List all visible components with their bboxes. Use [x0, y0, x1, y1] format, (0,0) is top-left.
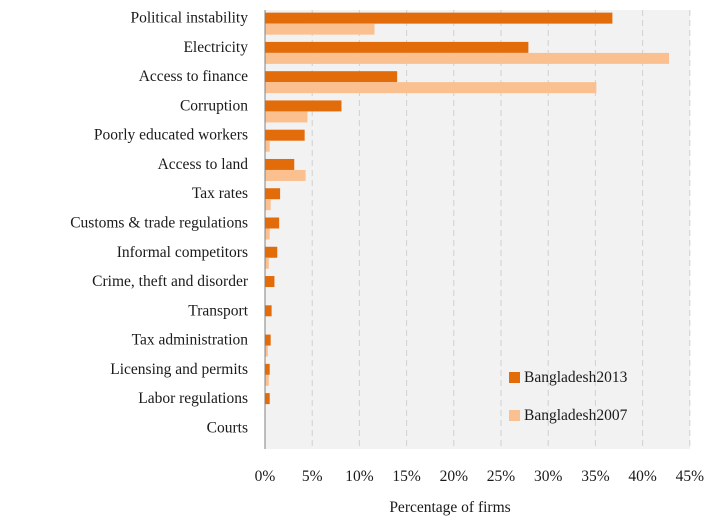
legend-swatch: [509, 372, 520, 383]
bar-bangladesh2013: [265, 305, 272, 317]
x-tick-label: 0%: [255, 468, 276, 485]
category-label: Access to finance: [139, 68, 248, 85]
legend-swatch: [509, 410, 520, 421]
bar-bangladesh2013: [265, 100, 342, 112]
bar-bangladesh2013: [265, 334, 271, 346]
legend: Bangladesh2013 Bangladesh2007: [509, 369, 628, 424]
x-tick-label: 40%: [628, 468, 657, 485]
bar-bangladesh2007: [265, 345, 268, 357]
x-tick-label: 10%: [345, 468, 374, 485]
bar-bangladesh2013: [265, 217, 280, 229]
bar-bangladesh2013: [265, 393, 270, 405]
x-tick-label: 25%: [487, 468, 516, 485]
bar-bangladesh2007: [265, 82, 597, 94]
category-labels: Political instability Electricity Access t…: [70, 10, 249, 437]
legend-label: Bangladesh2007: [524, 407, 628, 424]
bar-bangladesh2007: [265, 52, 670, 64]
category-label: Licensing and permits: [110, 361, 248, 378]
x-tick-label: 20%: [440, 468, 469, 485]
bar-bangladesh2013: [265, 363, 270, 375]
bars: [265, 12, 670, 405]
x-tick-label: 15%: [392, 468, 421, 485]
category-label: Crime, theft and disorder: [92, 273, 249, 290]
category-label: Corruption: [180, 97, 248, 114]
bar-bangladesh2013: [265, 246, 278, 258]
bar-bangladesh2013: [265, 158, 295, 170]
category-label: Transport: [188, 302, 248, 319]
x-tick-label: 5%: [302, 468, 323, 485]
legend-label: Bangladesh2013: [524, 369, 628, 386]
category-label: Political instability: [130, 10, 248, 27]
category-label: Tax rates: [192, 185, 248, 202]
x-axis-title: Percentage of firms: [389, 499, 510, 516]
bar-bangladesh2013: [265, 129, 305, 141]
bar-bangladesh2013: [265, 41, 529, 53]
bar-bangladesh2007: [265, 169, 306, 181]
category-label: Informal competitors: [117, 244, 248, 261]
bar-bangladesh2007: [265, 140, 270, 152]
category-label: Poorly educated workers: [94, 127, 248, 144]
bar-bangladesh2007: [265, 228, 270, 240]
bar-bangladesh2007: [265, 111, 308, 123]
bar-bangladesh2013: [265, 276, 275, 288]
category-label: Courts: [207, 419, 248, 436]
x-tick-labels: 0% 5% 10% 15% 20% 25% 30% 35% 40% 45%: [255, 468, 704, 485]
bar-bangladesh2013: [265, 71, 398, 83]
bar-bangladesh2007: [265, 199, 271, 211]
bar-bangladesh2013: [265, 188, 281, 200]
x-tick-label: 30%: [534, 468, 563, 485]
bar-bangladesh2013: [265, 12, 613, 24]
bar-bangladesh2007: [265, 257, 269, 269]
category-label: Labor regulations: [138, 390, 248, 407]
x-tick-label: 35%: [581, 468, 610, 485]
category-label: Customs & trade regulations: [70, 215, 248, 232]
x-tick-label: 45%: [676, 468, 705, 485]
category-label: Electricity: [183, 39, 248, 56]
bar-bangladesh2007: [265, 374, 269, 386]
category-label: Tax administration: [132, 332, 249, 349]
bar-bangladesh2007: [265, 23, 375, 35]
category-label: Access to land: [158, 156, 249, 173]
